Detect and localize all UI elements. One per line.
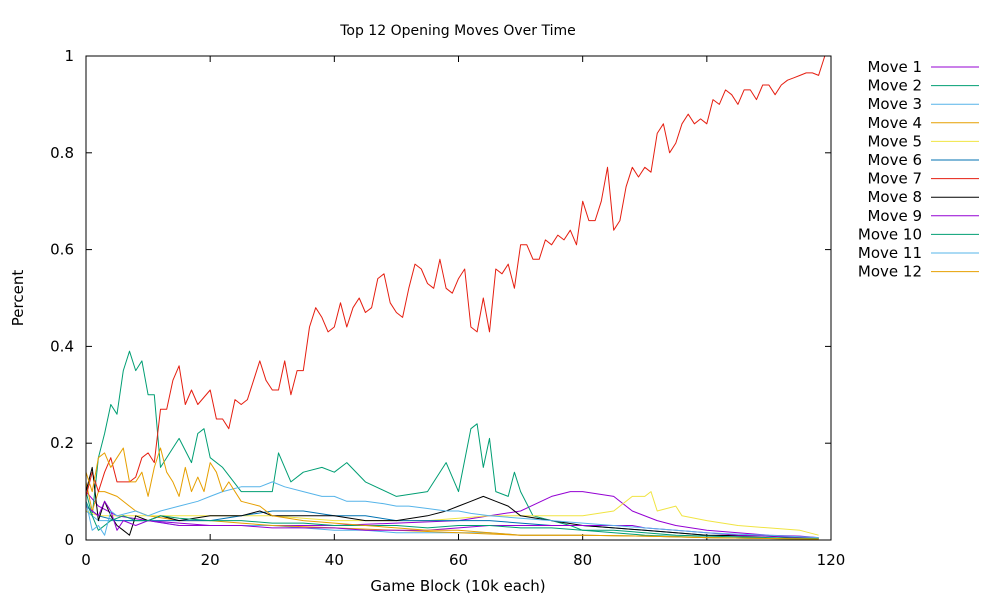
y-axis-label: Percent xyxy=(9,270,27,327)
x-tick-label: 100 xyxy=(693,551,722,569)
legend-label-move-6: Move 6 xyxy=(867,151,922,169)
series-line-move-7 xyxy=(85,55,826,497)
x-tick-label: 60 xyxy=(449,551,468,569)
series-line-move-5 xyxy=(85,491,819,536)
y-tick-label: 0.6 xyxy=(50,241,74,259)
legend-label-move-3: Move 3 xyxy=(867,95,922,113)
series-line-move-11 xyxy=(85,481,819,539)
x-tick-label: 20 xyxy=(201,551,220,569)
y-tick-label: 1 xyxy=(64,47,74,65)
y-tick-label: 0 xyxy=(64,531,74,549)
y-tick-label: 0.8 xyxy=(50,144,74,162)
legend-label-move-1: Move 1 xyxy=(867,58,922,76)
y-tick-label: 0.2 xyxy=(50,434,74,452)
legend-label-move-9: Move 9 xyxy=(867,207,922,225)
series-lines xyxy=(85,55,826,540)
legend-label-move-12: Move 12 xyxy=(858,263,922,281)
legend-label-move-8: Move 8 xyxy=(867,188,922,206)
legend-label-move-4: Move 4 xyxy=(867,114,922,132)
chart-title: Top 12 Opening Moves Over Time xyxy=(339,23,576,39)
axis-ticks: 0 20 40 60 80 100 120 0 0.2 0.4 0.6 0.8 1 xyxy=(50,47,845,569)
x-axis-label: Game Block (10k each) xyxy=(370,577,545,595)
x-tick-label: 120 xyxy=(817,551,846,569)
legend-label-move-10: Move 10 xyxy=(858,225,922,243)
x-tick-label: 80 xyxy=(573,551,592,569)
legend-label-move-2: Move 2 xyxy=(867,77,922,95)
series-line-move-2 xyxy=(85,350,819,540)
legend-label-move-7: Move 7 xyxy=(867,170,922,188)
legend-label-move-5: Move 5 xyxy=(867,132,922,150)
series-line-move-12 xyxy=(85,447,819,540)
x-tick-label: 40 xyxy=(325,551,344,569)
plot-frame xyxy=(85,55,832,541)
series-line-move-1 xyxy=(85,491,819,539)
legend-label-move-11: Move 11 xyxy=(858,244,922,262)
y-tick-label: 0.4 xyxy=(50,337,74,355)
x-tick-label: 0 xyxy=(81,551,91,569)
